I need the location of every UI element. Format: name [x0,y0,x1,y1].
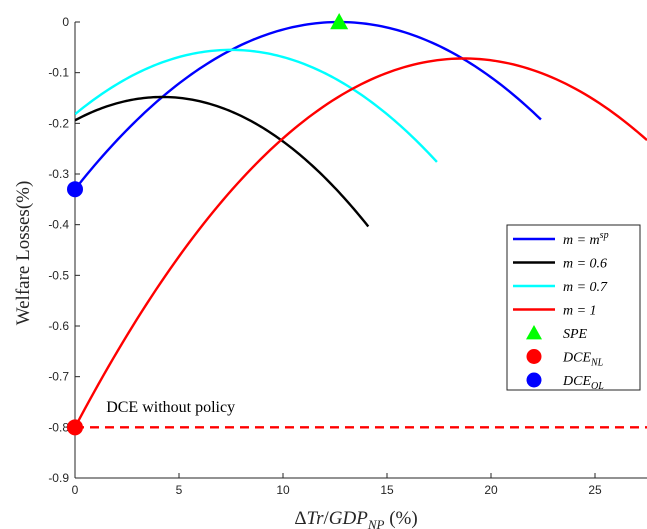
legend-label-5: DCENL [562,351,604,369]
y-tick-label: -0.4 [48,218,69,232]
y-tick-label: -0.9 [48,471,69,485]
legend-box [506,224,641,391]
y-tick-label: 0 [62,15,69,29]
marker-dce-ol [67,181,83,198]
legend-label-3: m = 1 [563,304,597,319]
y-tick-label: -0.3 [48,167,69,181]
markers [67,13,349,436]
legend-label-2: m = 0.7 [563,280,608,295]
series-line-1 [75,95,370,228]
marker-dce-nl [67,419,83,436]
series-line-3 [75,57,647,428]
y-axis-title-text: Welfare Losses(%) [13,181,34,326]
y-tick-label: -0.8 [48,420,69,434]
y-axis-title: Welfare Losses(%) [13,181,34,326]
legend-swatch-6 [526,372,542,388]
x-tick-label: 25 [588,483,602,497]
marker-spe [330,13,349,30]
curves [75,20,647,429]
x-axis-title: ΔTr/GDPNP (%) [294,508,417,529]
legend-label-4: SPE [563,327,588,342]
annotations: DCE without policy [106,399,235,416]
y-tick-label: -0.7 [48,370,69,384]
series-line-2 [75,48,438,163]
axes [74,22,647,479]
annotation-text: DCE without policy [106,399,235,416]
legend-swatch-5 [526,349,542,364]
y-tick-label: -0.5 [48,268,69,282]
legend-label-1: m = 0.6 [563,257,607,272]
legend-swatch-4 [526,325,542,340]
legend: m = msp m = 0.6 m = 0.7 m = 1 SPE DCENL DCEOL [506,224,641,392]
x-tick-label: 20 [484,483,498,497]
x-tick-label: 0 [72,483,79,497]
x-tick-label: 5 [176,483,183,497]
x-tick-label: 15 [380,483,394,497]
x-tick-label: 10 [276,483,290,497]
y-tick-label: -0.6 [48,319,69,333]
series-line-0 [75,20,542,190]
legend-label-6: DCEOL [562,374,604,392]
ticks: 0 5 10 15 20 25 0 -0.1 -0.2 -0.3 -0.4 -0.5 -0.6 -0.7 -… [48,15,602,497]
y-tick-label: -0.2 [48,116,69,130]
legend-label-0: m = msp [563,230,609,248]
y-tick-label: -0.1 [48,66,69,80]
